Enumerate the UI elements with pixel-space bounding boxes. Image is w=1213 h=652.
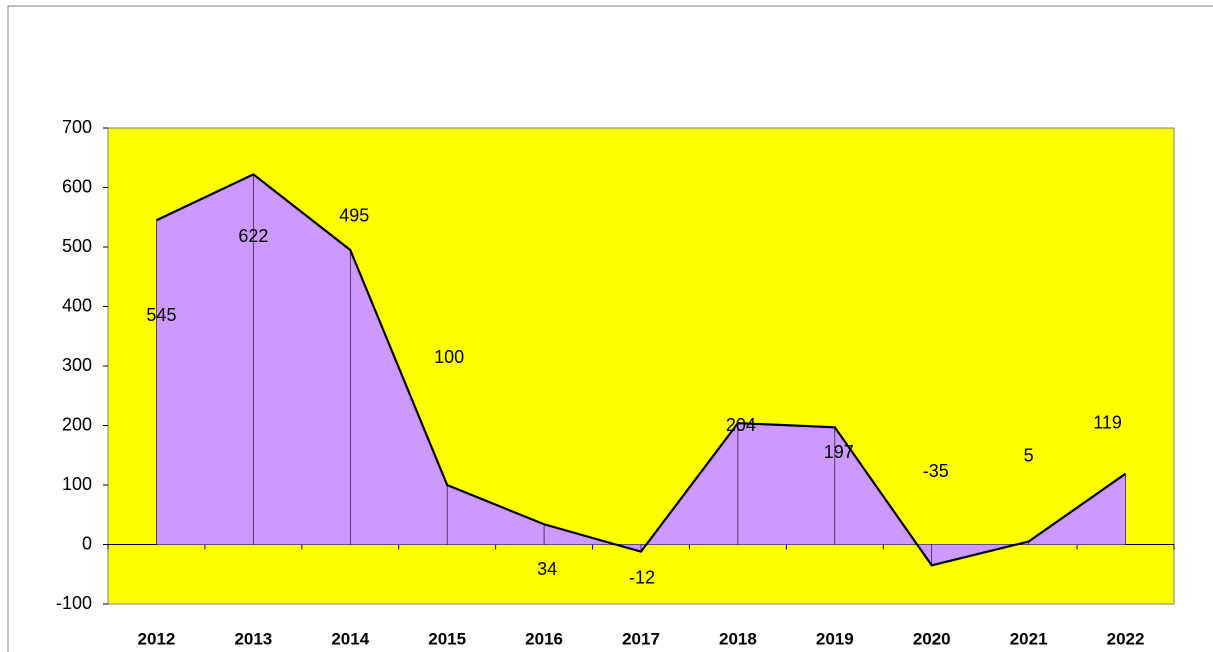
data-label: 545 bbox=[146, 305, 176, 325]
y-tick-label: 500 bbox=[62, 236, 92, 256]
y-tick-label: 0 bbox=[82, 533, 92, 553]
x-tick-label: 2021 bbox=[1010, 629, 1048, 648]
data-label: 204 bbox=[726, 415, 756, 435]
x-tick-label: 2015 bbox=[428, 629, 466, 648]
data-label: 119 bbox=[1093, 412, 1122, 432]
x-tick-label: 2016 bbox=[525, 629, 563, 648]
data-label: -35 bbox=[923, 461, 949, 481]
x-tick-label: 2020 bbox=[913, 629, 951, 648]
y-tick-label: 200 bbox=[62, 414, 92, 434]
data-label: -12 bbox=[629, 567, 655, 587]
data-label: 100 bbox=[434, 347, 464, 367]
x-tick-label: 2017 bbox=[622, 629, 660, 648]
y-tick-label: 100 bbox=[62, 474, 92, 494]
x-tick-label: 2019 bbox=[816, 629, 854, 648]
y-tick-label: 600 bbox=[62, 176, 92, 196]
x-tick-label: 2022 bbox=[1107, 629, 1145, 648]
data-label: 34 bbox=[537, 559, 557, 579]
data-label: 622 bbox=[238, 226, 268, 246]
data-label: 5 bbox=[1024, 445, 1034, 465]
area bbox=[156, 174, 1126, 566]
x-tick-label: 2013 bbox=[234, 629, 272, 648]
x-tick-label: 2012 bbox=[138, 629, 176, 648]
y-tick-label: 700 bbox=[62, 117, 92, 137]
x-tick-label: 2018 bbox=[719, 629, 757, 648]
y-tick-label: 300 bbox=[62, 355, 92, 375]
y-tick-label: -100 bbox=[56, 593, 92, 613]
data-label: 197 bbox=[824, 442, 854, 462]
x-tick-label: 2014 bbox=[331, 629, 369, 648]
y-tick-label: 400 bbox=[62, 295, 92, 315]
data-label: 495 bbox=[339, 206, 369, 226]
area-line bbox=[155, 173, 1127, 567]
